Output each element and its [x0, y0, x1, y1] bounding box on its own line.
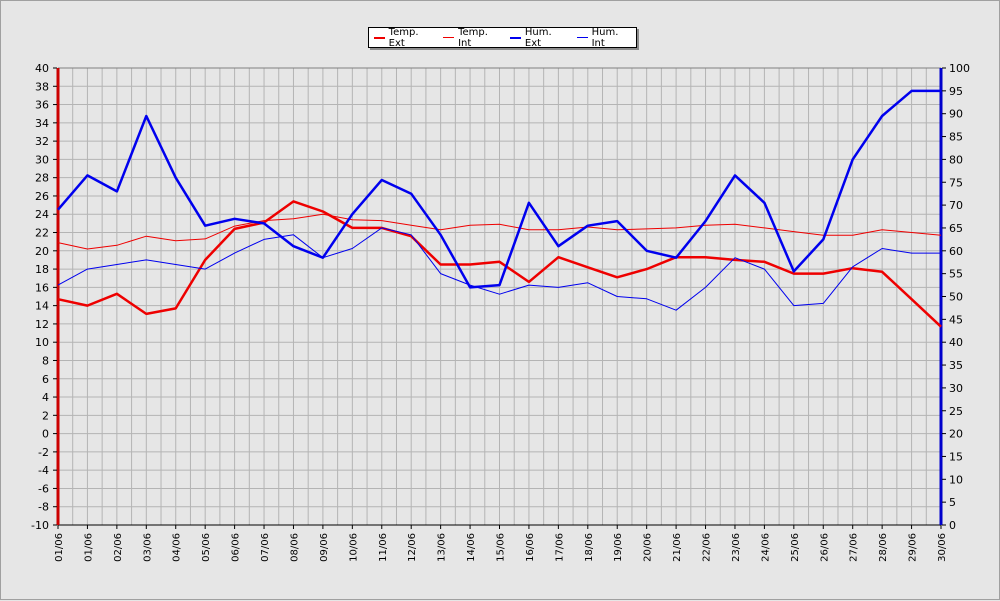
series-line-0	[57, 200, 942, 328]
y-left-tick-label: 28	[35, 172, 49, 185]
y-left-tick-label: 36	[35, 99, 49, 112]
legend-label-temp-int: Temp. Int	[458, 26, 488, 49]
y-left-tick-label: -8	[38, 501, 49, 514]
y-right-tick-label: 35	[949, 359, 963, 372]
legend-item-temp-ext: Temp. Ext	[374, 27, 432, 49]
x-tick-label: 14/06	[466, 533, 477, 562]
y-right-tick-label: 60	[949, 245, 963, 258]
y-left-tick-label: 4	[42, 391, 49, 404]
x-tick-label: 17/06	[554, 533, 565, 562]
y-left-tick-label: 20	[35, 245, 49, 258]
x-tick-label: 02/06	[113, 533, 124, 562]
legend-swatch-hum-ext	[510, 36, 521, 39]
y-left-tick-label: 16	[35, 281, 49, 294]
y-right-tick-label: 0	[949, 519, 956, 532]
y-right-tick-label: 20	[949, 428, 963, 441]
legend-label-hum-int: Hum. Int	[591, 26, 619, 49]
x-tick-label: 10/06	[348, 533, 359, 562]
x-tick-label: 01/06	[83, 533, 94, 562]
y-left-tick-label: -4	[38, 464, 49, 477]
x-tick-label: 22/06	[702, 533, 713, 562]
x-tick-label: 23/06	[731, 533, 742, 562]
x-tick-label: 25/06	[790, 533, 801, 562]
legend-swatch-temp-ext	[374, 36, 385, 39]
y-left-tick-label: -10	[31, 519, 49, 532]
y-left-tick-label: 12	[35, 318, 49, 331]
series-line-2	[57, 89, 941, 289]
y-right-tick-label: 75	[949, 176, 963, 189]
y-right-tick-label: 25	[949, 405, 963, 418]
x-tick-label: 01/06	[54, 533, 65, 562]
legend: Temp. Ext Temp. Int Hum. Ext Hum. Int	[368, 26, 637, 49]
y-left-tick-label: 32	[35, 135, 49, 148]
x-tick-label: 27/06	[849, 533, 860, 562]
y-left-tick-label: -2	[38, 446, 49, 459]
y-right-tick-label: 50	[949, 291, 963, 304]
y-right-tick-label: 30	[949, 382, 963, 395]
y-left-tick-label: 26	[35, 190, 49, 203]
y-left-tick-label: 30	[35, 153, 49, 166]
x-tick-label: 04/06	[172, 533, 183, 562]
x-tick-label: 08/06	[289, 533, 300, 562]
x-tick-label: 03/06	[142, 533, 153, 562]
x-tick-label: 05/06	[201, 533, 212, 562]
x-tick-label: 11/06	[378, 533, 389, 562]
x-tick-label: 07/06	[260, 533, 271, 562]
x-tick-label: 06/06	[231, 533, 242, 562]
x-tick-label: 20/06	[643, 533, 654, 562]
x-tick-label: 28/06	[878, 533, 889, 562]
legend-swatch-hum-int	[576, 37, 588, 38]
y-left-tick-label: 22	[35, 227, 49, 240]
y-right-tick-label: 95	[949, 85, 963, 98]
y-right-tick-label: 70	[949, 199, 963, 212]
x-tick-label: 09/06	[319, 533, 330, 562]
x-tick-label: 15/06	[496, 533, 507, 562]
y-right-tick-label: 40	[949, 336, 963, 349]
x-tick-label: 26/06	[819, 533, 830, 562]
y-left-tick-label: 34	[35, 117, 49, 130]
series-line-3	[57, 227, 941, 311]
x-tick-label: 13/06	[437, 533, 448, 562]
legend-item-temp-int: Temp. Int	[443, 27, 499, 49]
y-right-tick-label: 85	[949, 131, 963, 144]
y-left-tick-label: 6	[42, 373, 49, 386]
x-tick-label: 12/06	[407, 533, 418, 562]
y-left-tick-label: 40	[35, 62, 49, 75]
y-left-tick-label: 24	[35, 208, 49, 221]
legend-item-hum-ext: Hum. Ext	[510, 27, 566, 49]
y-left-tick-label: 18	[35, 263, 49, 276]
y-left-tick-label: 10	[35, 336, 49, 349]
y-right-tick-label: 5	[949, 496, 956, 509]
y-right-tick-label: 55	[949, 268, 963, 281]
legend-label-hum-ext: Hum. Ext	[524, 26, 552, 49]
x-tick-label: 19/06	[613, 533, 624, 562]
y-right-tick-label: 100	[949, 62, 970, 75]
y-right-tick-label: 90	[949, 108, 963, 121]
x-tick-label: 16/06	[525, 533, 536, 562]
y-right-tick-label: 10	[949, 473, 963, 486]
y-right-tick-label: 80	[949, 153, 963, 166]
x-tick-label: 21/06	[672, 533, 683, 562]
legend-swatch-temp-int	[443, 37, 455, 38]
legend-label-temp-ext: Temp. Ext	[388, 26, 419, 49]
x-tick-label: 18/06	[584, 533, 595, 562]
y-right-tick-label: 15	[949, 450, 963, 463]
y-right-tick-label: 65	[949, 222, 963, 235]
y-left-tick-label: -6	[38, 482, 49, 495]
y-left-tick-label: 14	[35, 300, 49, 313]
y-left-tick-label: 38	[35, 80, 49, 93]
x-tick-label: 29/06	[908, 533, 919, 562]
x-tick-label: 30/06	[937, 533, 948, 562]
y-left-tick-label: 8	[42, 354, 49, 367]
legend-item-hum-int: Hum. Int	[576, 26, 630, 49]
y-right-tick-label: 45	[949, 313, 963, 326]
y-left-tick-label: 2	[42, 409, 49, 422]
y-left-tick-label: 0	[42, 428, 49, 441]
x-tick-label: 24/06	[760, 533, 771, 562]
series-line-1	[57, 213, 942, 250]
